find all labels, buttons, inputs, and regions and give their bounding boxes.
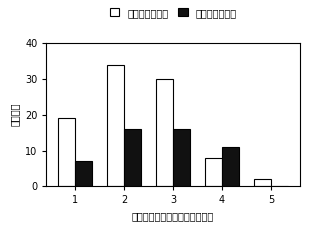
- Bar: [222, 147, 239, 186]
- Bar: [205, 158, 222, 186]
- Y-axis label: つがい数: つがい数: [9, 103, 19, 126]
- Bar: [173, 129, 190, 186]
- Bar: [124, 129, 141, 186]
- Legend: ハシボソガラス, ハシブトガラス: ハシボソガラス, ハシブトガラス: [110, 8, 236, 18]
- Bar: [58, 118, 75, 186]
- Bar: [75, 161, 92, 186]
- Bar: [254, 179, 271, 186]
- X-axis label: 繁殖成功つがいの巣立ちヒナ数: 繁殖成功つがいの巣立ちヒナ数: [132, 211, 214, 221]
- Bar: [107, 65, 124, 186]
- Bar: [156, 79, 173, 186]
